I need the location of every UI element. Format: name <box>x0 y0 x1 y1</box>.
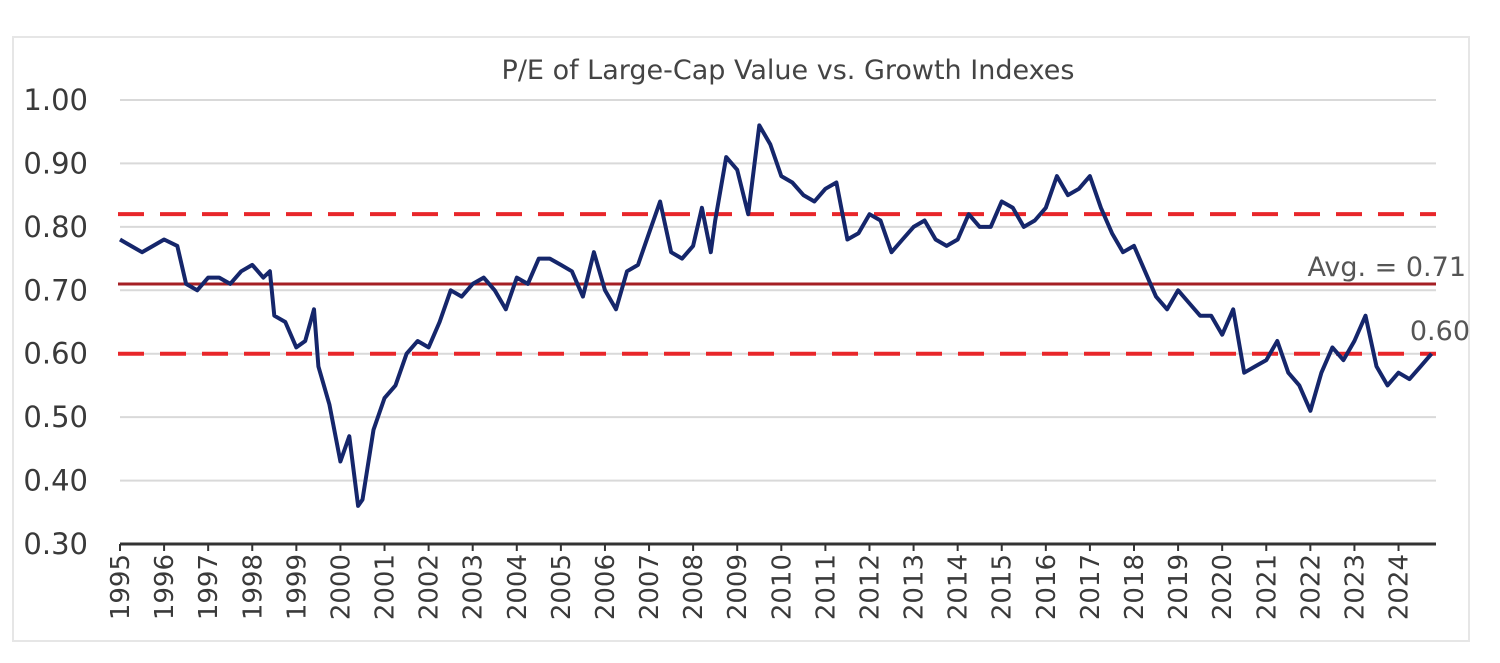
last-value-annotation: 0.60 <box>1410 316 1470 347</box>
x-tick-label: 2020 <box>1208 554 1238 620</box>
x-tick-label: 2003 <box>459 554 489 620</box>
x-axis-ticks: 1995 1996 1997 1998 1999 2000 2001 2002 2003 2004… <box>106 544 1415 620</box>
x-tick-label: 2016 <box>1032 554 1062 620</box>
y-tick-label: 0.50 <box>23 400 88 434</box>
y-tick-label: 1.00 <box>23 83 88 117</box>
x-tick-label: 2014 <box>944 554 974 620</box>
x-tick-label: 2013 <box>900 554 930 620</box>
y-tick-label: 0.90 <box>23 146 88 180</box>
average-annotation: Avg. = 0.71 <box>1308 252 1467 283</box>
series-lines <box>118 123 1434 508</box>
x-tick-label: 2021 <box>1252 554 1282 620</box>
chart-frame <box>12 36 1470 642</box>
x-tick-label: 2002 <box>415 554 445 620</box>
y-tick-label: 0.80 <box>23 210 88 244</box>
x-tick-label: 2005 <box>547 554 577 620</box>
x-tick-label: 2010 <box>767 554 797 620</box>
x-tick-label: 1997 <box>194 554 224 620</box>
series-line <box>118 123 1434 508</box>
x-tick-label: 1996 <box>150 554 180 620</box>
y-tick-label: 0.60 <box>23 337 88 371</box>
x-tick-label: 2009 <box>723 554 753 620</box>
x-tick-label: 1995 <box>106 554 136 620</box>
y-tick-label: 0.40 <box>23 464 88 498</box>
x-tick-label: 2001 <box>371 554 401 620</box>
x-tick-label: 2023 <box>1340 554 1370 620</box>
x-tick-label: 1999 <box>282 554 312 620</box>
chart-title: P/E of Large-Cap Value vs. Growth Indexe… <box>502 55 1075 86</box>
x-tick-label: 2006 <box>591 554 621 620</box>
reference-lines <box>118 212 1436 356</box>
x-tick-label: 2022 <box>1296 554 1326 620</box>
x-tick-label: 2008 <box>679 554 709 620</box>
x-tick-label: 2012 <box>855 554 885 620</box>
gridlines <box>120 99 1436 482</box>
y-tick-label: 0.30 <box>23 527 88 561</box>
x-tick-label: 2015 <box>988 554 1018 620</box>
x-tick-label: 2007 <box>635 554 665 620</box>
x-tick-label: 2004 <box>503 554 533 620</box>
x-tick-label: 2000 <box>326 554 356 620</box>
x-tick-label: 2011 <box>811 554 841 620</box>
y-axis-ticks: 0.30 0.40 0.50 0.60 0.70 0.80 0.90 1.00 <box>23 83 88 561</box>
x-tick-label: 2017 <box>1076 554 1106 620</box>
x-tick-label: 2019 <box>1164 554 1194 620</box>
x-tick-label: 1998 <box>238 554 268 620</box>
x-tick-label: 2024 <box>1385 554 1415 620</box>
y-tick-label: 0.70 <box>23 273 88 307</box>
x-tick-label: 2018 <box>1120 554 1150 620</box>
